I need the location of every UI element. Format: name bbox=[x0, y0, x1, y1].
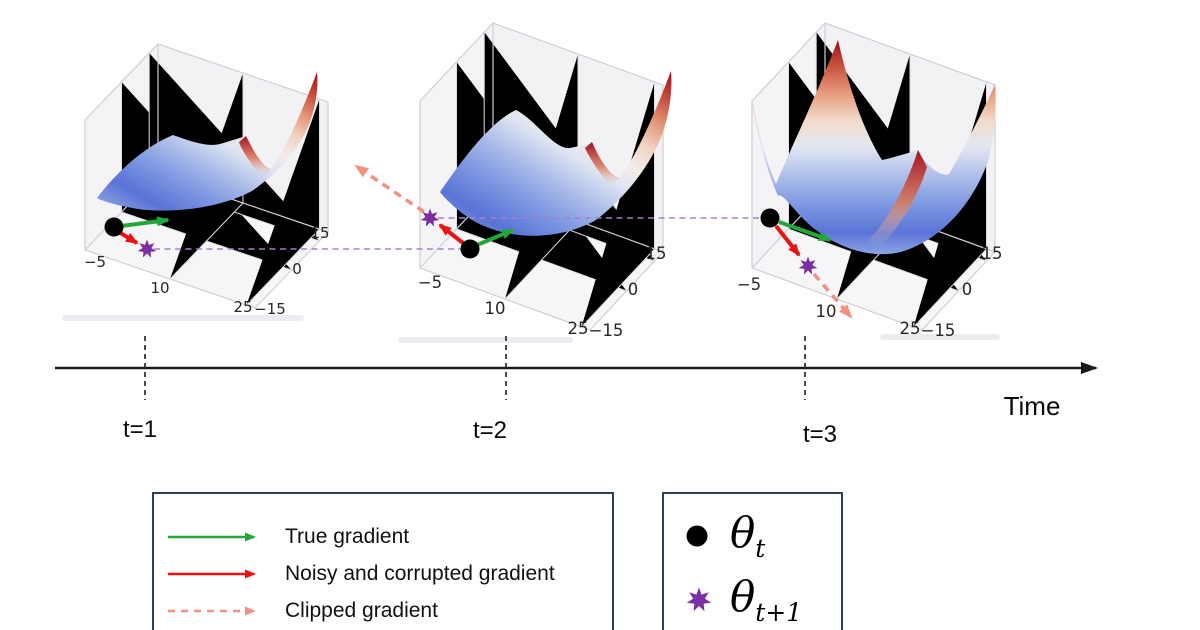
ytick: 0 bbox=[962, 280, 973, 299]
theta-t-label: θt bbox=[730, 507, 766, 563]
purple-star-icon bbox=[684, 585, 718, 615]
ytick: 0 bbox=[292, 260, 302, 278]
legend-label-noisy-gradient: Noisy and corrupted gradient bbox=[285, 561, 555, 585]
timeline-ticks bbox=[144, 336, 806, 400]
ytick: −15 bbox=[254, 300, 286, 318]
markers-t3 bbox=[760, 208, 853, 319]
surface-front-ridge-t3 bbox=[868, 150, 927, 247]
pane-shadow-t1 bbox=[62, 315, 304, 321]
markers-t2 bbox=[354, 164, 515, 259]
xtick: 10 bbox=[150, 279, 169, 297]
timeline-label-t1: t=1 bbox=[123, 416, 157, 443]
noisy-gradient-arrow-t3 bbox=[774, 224, 801, 257]
loss-surface-plot-t1: −5 10 25 −15 0 15 bbox=[62, 43, 330, 321]
ytick: −15 bbox=[589, 321, 624, 340]
xtick: −5 bbox=[84, 253, 106, 271]
ytick: 15 bbox=[646, 244, 667, 263]
legend-item-theta-t-plus-1: θt+1 bbox=[684, 568, 841, 630]
noisy-gradient-arrow-t2 bbox=[438, 223, 465, 245]
theta-t-marker-t3 bbox=[760, 208, 780, 228]
ytick: 15 bbox=[310, 224, 329, 242]
true-gradient-arrow-t3 bbox=[778, 220, 832, 242]
surface-front-ridge-t2 bbox=[585, 142, 620, 187]
true-gradient-arrow-t2 bbox=[476, 228, 515, 247]
legend-item-theta-t: θt bbox=[684, 504, 841, 568]
loss-surface-plot-t2: −5 10 25 −15 0 15 bbox=[398, 22, 672, 343]
legend-label-clipped-gradient: Clipped gradient bbox=[285, 598, 438, 622]
theta-t-marker-t1 bbox=[104, 217, 124, 237]
timeline-label-t2: t=2 bbox=[473, 417, 507, 444]
pane-shadow-t3 bbox=[880, 334, 1000, 340]
clipped-gradient-arrow-icon bbox=[168, 606, 256, 615]
timeline-tick-labels: t=1 t=2 t=3 bbox=[123, 416, 837, 448]
true-gradient-arrow-icon bbox=[168, 532, 256, 541]
surface-t3 bbox=[752, 40, 996, 255]
xtick: 25 bbox=[568, 319, 589, 338]
legend-item-noisy-gradient: Noisy and corrupted gradient bbox=[166, 555, 612, 592]
tick-labels-t3: −5 10 25 −15 0 15 bbox=[737, 244, 1003, 340]
pane-shadow-t2 bbox=[398, 337, 573, 343]
surface-t2 bbox=[440, 71, 672, 236]
ytick: −15 bbox=[921, 321, 956, 340]
xtick: 10 bbox=[485, 299, 506, 318]
ytick: 0 bbox=[628, 280, 639, 299]
clipped-gradient-arrow-t2 bbox=[354, 164, 425, 214]
legend-item-clipped-gradient: Clipped gradient bbox=[166, 592, 612, 629]
markers-t1 bbox=[104, 216, 170, 258]
time-axis-label: Time bbox=[1004, 391, 1061, 421]
noisy-gradient-arrow-icon bbox=[168, 569, 256, 578]
ytick: 15 bbox=[982, 244, 1003, 263]
gradient-legend: True gradient Noisy and corrupted gradie… bbox=[152, 492, 614, 630]
tick-labels-t2: −5 10 25 −15 0 15 bbox=[418, 244, 667, 340]
xtick: −5 bbox=[418, 273, 442, 292]
theta-connectors bbox=[154, 217, 760, 250]
loss-surface-plot-t3: −5 10 25 −15 0 15 bbox=[737, 22, 1003, 340]
clipped-gradient-arrow-t3 bbox=[812, 272, 853, 319]
black-dot-icon bbox=[684, 523, 718, 549]
xtick: 25 bbox=[900, 319, 921, 338]
xtick: 25 bbox=[233, 298, 252, 316]
theta-t-plus-1-label: θt+1 bbox=[730, 571, 803, 627]
true-gradient-arrow-t1 bbox=[120, 216, 170, 228]
legend-label-true-gradient: True gradient bbox=[285, 524, 410, 548]
legend-item-true-gradient: True gradient bbox=[166, 518, 612, 555]
tick-labels-t1: −5 10 25 −15 0 15 bbox=[84, 224, 330, 318]
marker-legend: θt θt+1 bbox=[662, 492, 843, 630]
timeline: t=1 t=2 t=3 Time bbox=[55, 336, 1098, 448]
timeline-label-t3: t=3 bbox=[803, 421, 837, 448]
xtick: 10 bbox=[816, 302, 837, 321]
theta-t-marker-t2 bbox=[460, 239, 480, 259]
xtick: −5 bbox=[737, 275, 761, 294]
surface-front-ridge-t1 bbox=[239, 136, 271, 177]
